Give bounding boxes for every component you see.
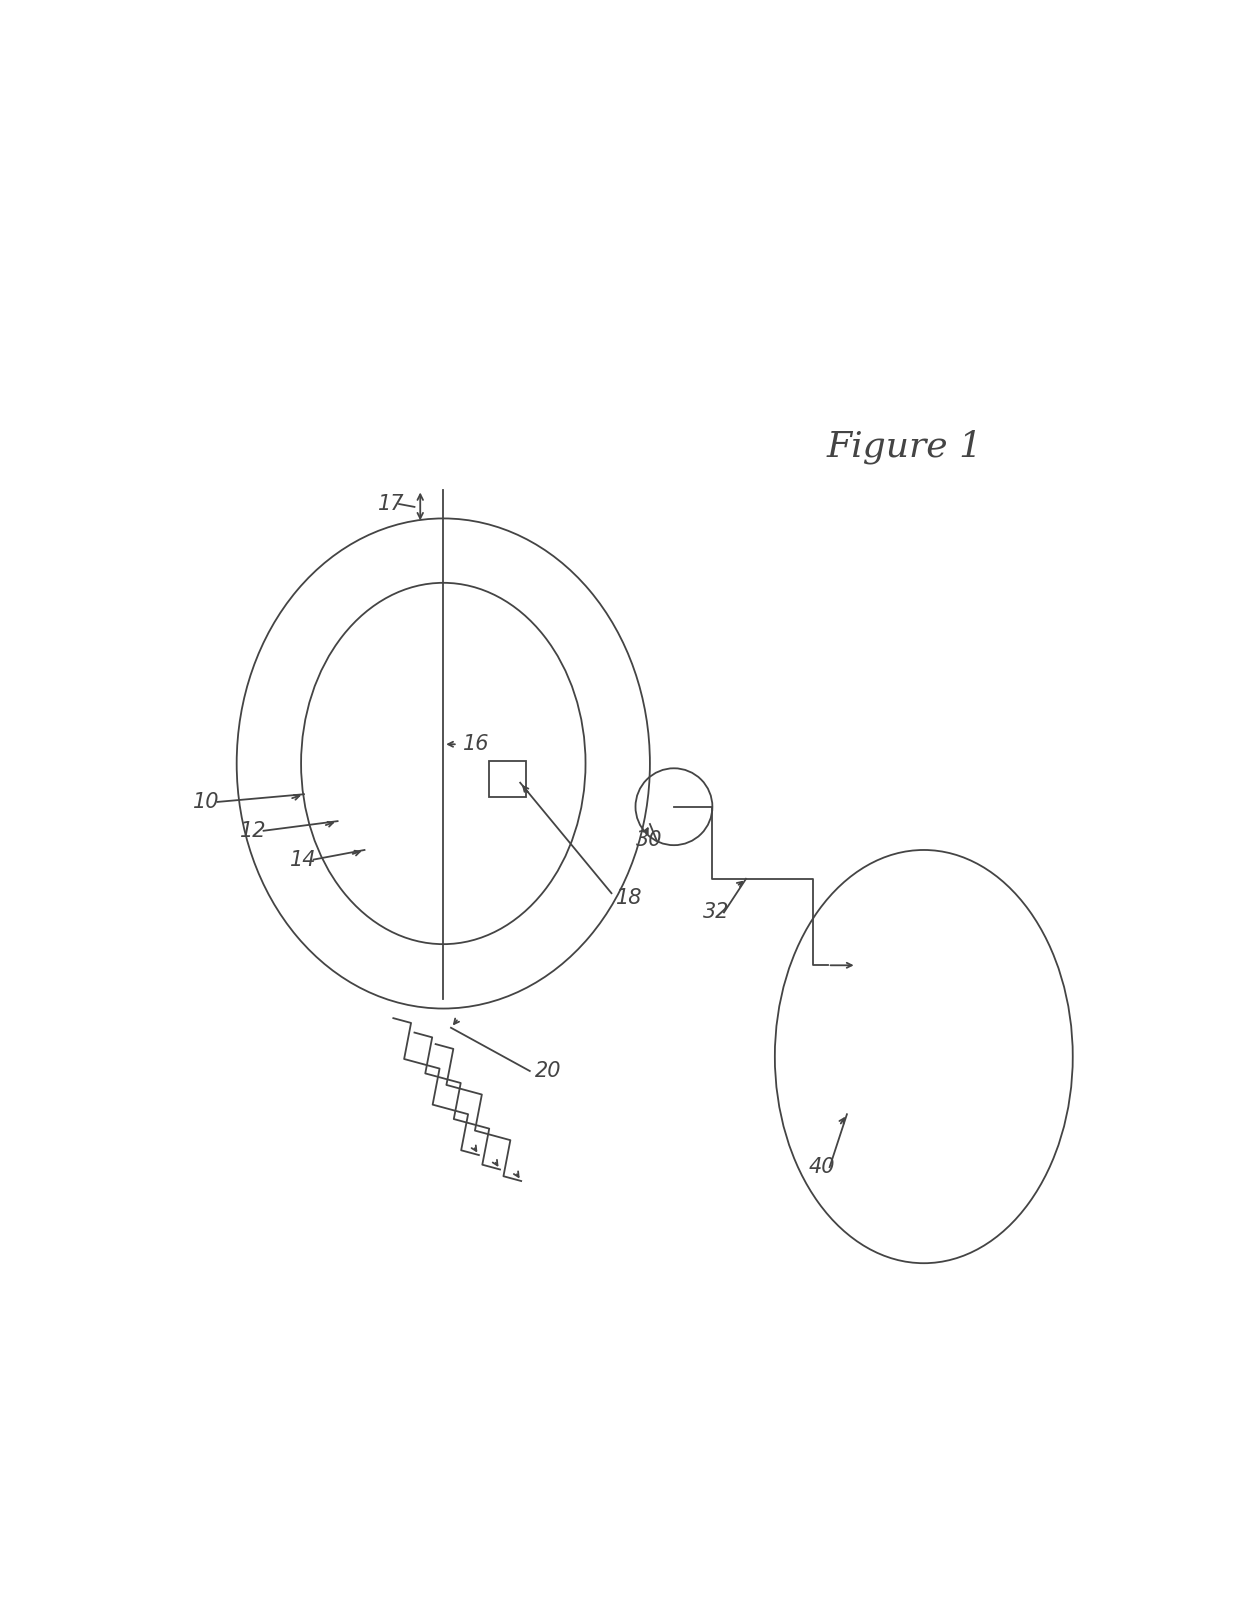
Text: 12: 12 (239, 821, 267, 840)
Text: Figure 1: Figure 1 (827, 429, 982, 463)
Text: 32: 32 (703, 903, 729, 922)
Text: 16: 16 (463, 734, 489, 754)
Text: 18: 18 (616, 889, 642, 908)
Text: 30: 30 (635, 831, 662, 850)
Text: 17: 17 (378, 493, 404, 514)
Text: 10: 10 (193, 792, 219, 812)
Text: 40: 40 (808, 1157, 835, 1176)
Bar (490, 760, 526, 797)
Text: 20: 20 (534, 1061, 560, 1082)
Text: 14: 14 (290, 850, 316, 869)
